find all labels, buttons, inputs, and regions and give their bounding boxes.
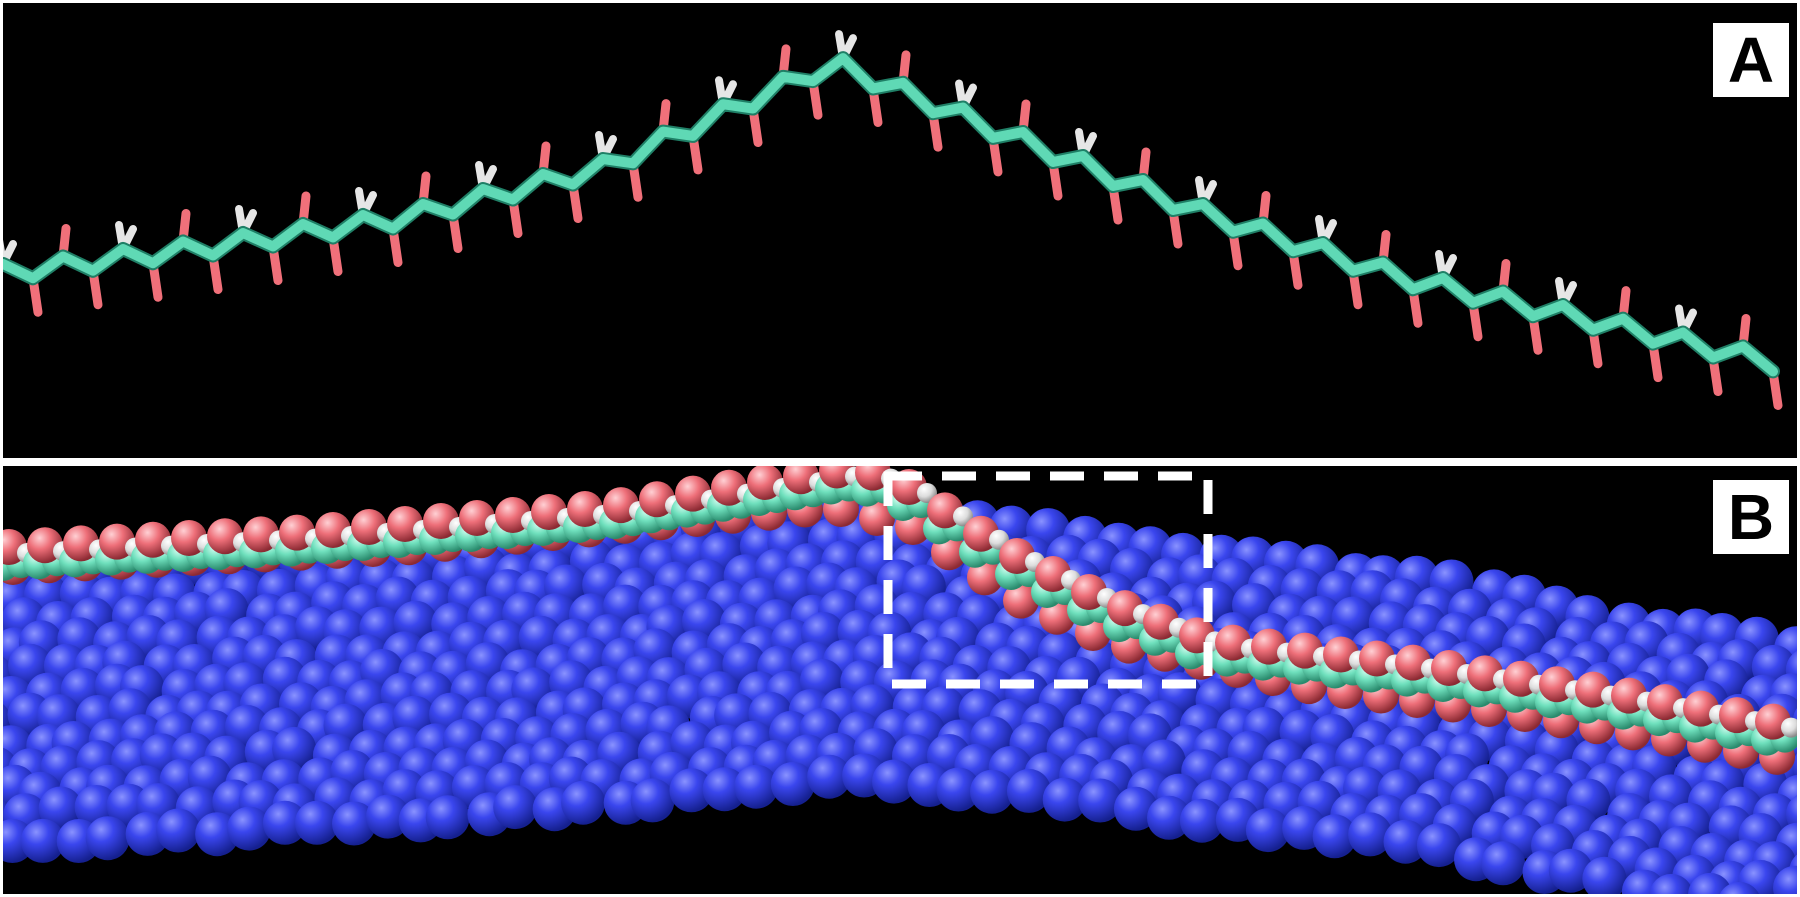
polymer-on-surface-spacefill-render	[3, 466, 1797, 894]
surface-atom	[227, 806, 272, 851]
surface-atom	[1348, 812, 1393, 857]
surface-atom	[332, 801, 376, 846]
surface-atom	[1312, 814, 1357, 859]
surface-atom	[1113, 786, 1158, 831]
oxygen-atom	[819, 466, 855, 489]
surface-atom	[1383, 819, 1428, 864]
surface-atom	[38, 786, 83, 831]
surface-atom	[1582, 856, 1627, 894]
surface-atom	[1245, 808, 1290, 853]
surface-atom	[669, 768, 714, 813]
surface-atom	[936, 767, 981, 812]
surface-atom	[425, 795, 470, 840]
surface-atom	[366, 794, 410, 839]
surface-atom	[493, 785, 538, 830]
surface-atom	[807, 754, 852, 799]
oxygen-atom	[1003, 582, 1039, 619]
panel-label-b: B	[1713, 480, 1789, 554]
surface-atom	[734, 764, 779, 809]
surface-atom	[770, 762, 815, 806]
surface-atom	[630, 778, 675, 823]
surface-atom	[156, 808, 201, 853]
panel-label-a: A	[1713, 23, 1789, 97]
carbon-backbone	[3, 53, 1778, 377]
surface-atom	[561, 780, 606, 825]
surface-atom	[1688, 872, 1732, 894]
oxygen-atom	[967, 559, 1003, 596]
surface-atom	[1773, 865, 1797, 894]
surface-atom	[1719, 881, 1760, 894]
surface-atom	[1078, 778, 1123, 823]
surface-atom	[970, 769, 1014, 814]
oxygen-atom	[855, 466, 891, 491]
surface-atom	[1416, 823, 1461, 868]
surface-atom	[20, 818, 65, 863]
surface-atom	[1042, 777, 1087, 822]
surface-atom	[262, 800, 307, 845]
surface-atom	[294, 800, 339, 845]
panel-b-spacefill-model: B	[3, 466, 1797, 894]
oxygen-atom	[783, 466, 819, 495]
surface-atom	[85, 816, 130, 861]
backbone-shadow	[3, 51, 1780, 379]
polymer-chain-spacefill	[3, 466, 1797, 775]
surface-atom	[1006, 768, 1051, 813]
surface-atom	[1548, 848, 1593, 893]
surface-atom	[872, 759, 916, 804]
polymer-chain-stick-render	[3, 30, 1783, 410]
surface-atom	[1179, 798, 1224, 843]
surface-atom	[1147, 795, 1191, 840]
highlight-dashed-box	[883, 471, 1213, 689]
surface-atom	[702, 767, 747, 812]
surface-atom	[1649, 873, 1694, 894]
surface-atom	[1481, 841, 1526, 886]
panel-a-stick-model: A	[3, 3, 1797, 458]
hydrogen-atom	[1781, 717, 1797, 738]
